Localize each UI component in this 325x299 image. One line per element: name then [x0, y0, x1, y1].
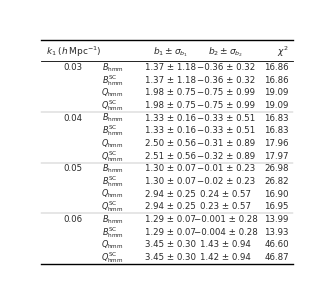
- Text: $Q_{\mathrm{hmm}}$: $Q_{\mathrm{hmm}}$: [101, 137, 124, 150]
- Text: $b_1 \pm \sigma_{b_1}$: $b_1 \pm \sigma_{b_1}$: [153, 45, 188, 59]
- Text: 1.37 ± 1.18: 1.37 ± 1.18: [145, 76, 196, 85]
- Text: 1.33 ± 0.16: 1.33 ± 0.16: [145, 114, 196, 123]
- Text: $b_2 \pm \sigma_{b_2}$: $b_2 \pm \sigma_{b_2}$: [208, 45, 243, 59]
- Text: $Q^{\mathrm{SC}}_{\mathrm{hmm}}$: $Q^{\mathrm{SC}}_{\mathrm{hmm}}$: [101, 199, 124, 214]
- Text: 3.45 ± 0.30: 3.45 ± 0.30: [145, 240, 196, 249]
- Text: 17.97: 17.97: [264, 152, 289, 161]
- Text: 2.51 ± 0.56: 2.51 ± 0.56: [145, 152, 196, 161]
- Text: −0.33 ± 0.51: −0.33 ± 0.51: [197, 114, 255, 123]
- Text: 0.03: 0.03: [64, 63, 83, 72]
- Text: $B^{\mathrm{SC}}_{\mathrm{hmm}}$: $B^{\mathrm{SC}}_{\mathrm{hmm}}$: [101, 123, 123, 138]
- Text: −0.31 ± 0.89: −0.31 ± 0.89: [197, 139, 255, 148]
- Text: $B_{\mathrm{hmm}}$: $B_{\mathrm{hmm}}$: [101, 112, 123, 124]
- Text: $B_{\mathrm{hmm}}$: $B_{\mathrm{hmm}}$: [101, 213, 123, 226]
- Text: $B^{\mathrm{SC}}_{\mathrm{hmm}}$: $B^{\mathrm{SC}}_{\mathrm{hmm}}$: [101, 174, 123, 189]
- Text: 2.94 ± 0.25: 2.94 ± 0.25: [145, 190, 196, 199]
- Text: 1.43 ± 0.94: 1.43 ± 0.94: [200, 240, 251, 249]
- Text: 0.06: 0.06: [64, 215, 83, 224]
- Text: 46.87: 46.87: [264, 253, 289, 262]
- Text: $B^{\mathrm{SC}}_{\mathrm{hmm}}$: $B^{\mathrm{SC}}_{\mathrm{hmm}}$: [101, 73, 123, 88]
- Text: 16.83: 16.83: [264, 114, 289, 123]
- Text: −0.33 ± 0.51: −0.33 ± 0.51: [197, 126, 255, 135]
- Text: 13.99: 13.99: [264, 215, 289, 224]
- Text: 2.50 ± 0.56: 2.50 ± 0.56: [145, 139, 196, 148]
- Text: 1.98 ± 0.75: 1.98 ± 0.75: [145, 89, 196, 97]
- Text: 1.30 ± 0.07: 1.30 ± 0.07: [145, 164, 196, 173]
- Text: 19.09: 19.09: [264, 89, 289, 97]
- Text: −0.75 ± 0.99: −0.75 ± 0.99: [197, 89, 255, 97]
- Text: −0.001 ± 0.28: −0.001 ± 0.28: [194, 215, 258, 224]
- Text: 26.82: 26.82: [264, 177, 289, 186]
- Text: 19.09: 19.09: [264, 101, 289, 110]
- Text: $Q_{\mathrm{hmm}}$: $Q_{\mathrm{hmm}}$: [101, 87, 124, 99]
- Text: 16.95: 16.95: [264, 202, 289, 211]
- Text: 0.04: 0.04: [64, 114, 83, 123]
- Text: 16.90: 16.90: [264, 190, 289, 199]
- Text: −0.36 ± 0.32: −0.36 ± 0.32: [197, 76, 255, 85]
- Text: $Q^{\mathrm{SC}}_{\mathrm{hmm}}$: $Q^{\mathrm{SC}}_{\mathrm{hmm}}$: [101, 149, 124, 164]
- Text: 13.93: 13.93: [264, 228, 289, 237]
- Text: $Q^{\mathrm{SC}}_{\mathrm{hmm}}$: $Q^{\mathrm{SC}}_{\mathrm{hmm}}$: [101, 98, 124, 113]
- Text: −0.02 ± 0.23: −0.02 ± 0.23: [197, 177, 255, 186]
- Text: $\chi^2$: $\chi^2$: [277, 45, 289, 59]
- Text: 1.30 ± 0.07: 1.30 ± 0.07: [145, 177, 196, 186]
- Text: −0.36 ± 0.32: −0.36 ± 0.32: [197, 63, 255, 72]
- Text: 16.86: 16.86: [264, 76, 289, 85]
- Text: 0.23 ± 0.57: 0.23 ± 0.57: [200, 202, 251, 211]
- Text: $Q_{\mathrm{hmm}}$: $Q_{\mathrm{hmm}}$: [101, 188, 124, 200]
- Text: $Q^{\mathrm{SC}}_{\mathrm{hmm}}$: $Q^{\mathrm{SC}}_{\mathrm{hmm}}$: [101, 250, 124, 265]
- Text: 16.86: 16.86: [264, 63, 289, 72]
- Text: −0.004 ± 0.28: −0.004 ± 0.28: [194, 228, 258, 237]
- Text: 0.05: 0.05: [64, 164, 83, 173]
- Text: 1.98 ± 0.75: 1.98 ± 0.75: [145, 101, 196, 110]
- Text: −0.32 ± 0.89: −0.32 ± 0.89: [197, 152, 255, 161]
- Text: $Q_{\mathrm{hmm}}$: $Q_{\mathrm{hmm}}$: [101, 239, 124, 251]
- Text: 0.24 ± 0.57: 0.24 ± 0.57: [200, 190, 251, 199]
- Text: $k_1\;(h\,\mathrm{Mpc}^{-1})$: $k_1\;(h\,\mathrm{Mpc}^{-1})$: [46, 45, 101, 59]
- Text: 26.98: 26.98: [264, 164, 289, 173]
- Text: 1.33 ± 0.16: 1.33 ± 0.16: [145, 126, 196, 135]
- Text: 46.60: 46.60: [264, 240, 289, 249]
- Text: 1.29 ± 0.07: 1.29 ± 0.07: [145, 228, 196, 237]
- Text: 16.83: 16.83: [264, 126, 289, 135]
- Text: 3.45 ± 0.30: 3.45 ± 0.30: [145, 253, 196, 262]
- Text: $B_{\mathrm{hmm}}$: $B_{\mathrm{hmm}}$: [101, 163, 123, 175]
- Text: 1.29 ± 0.07: 1.29 ± 0.07: [145, 215, 196, 224]
- Text: $B_{\mathrm{hmm}}$: $B_{\mathrm{hmm}}$: [101, 61, 123, 74]
- Text: 1.42 ± 0.94: 1.42 ± 0.94: [200, 253, 251, 262]
- Text: 17.96: 17.96: [264, 139, 289, 148]
- Text: −0.01 ± 0.23: −0.01 ± 0.23: [197, 164, 255, 173]
- Text: $B^{\mathrm{SC}}_{\mathrm{hmm}}$: $B^{\mathrm{SC}}_{\mathrm{hmm}}$: [101, 225, 123, 239]
- Text: −0.75 ± 0.99: −0.75 ± 0.99: [197, 101, 255, 110]
- Text: 1.37 ± 1.18: 1.37 ± 1.18: [145, 63, 196, 72]
- Text: 2.94 ± 0.25: 2.94 ± 0.25: [145, 202, 196, 211]
